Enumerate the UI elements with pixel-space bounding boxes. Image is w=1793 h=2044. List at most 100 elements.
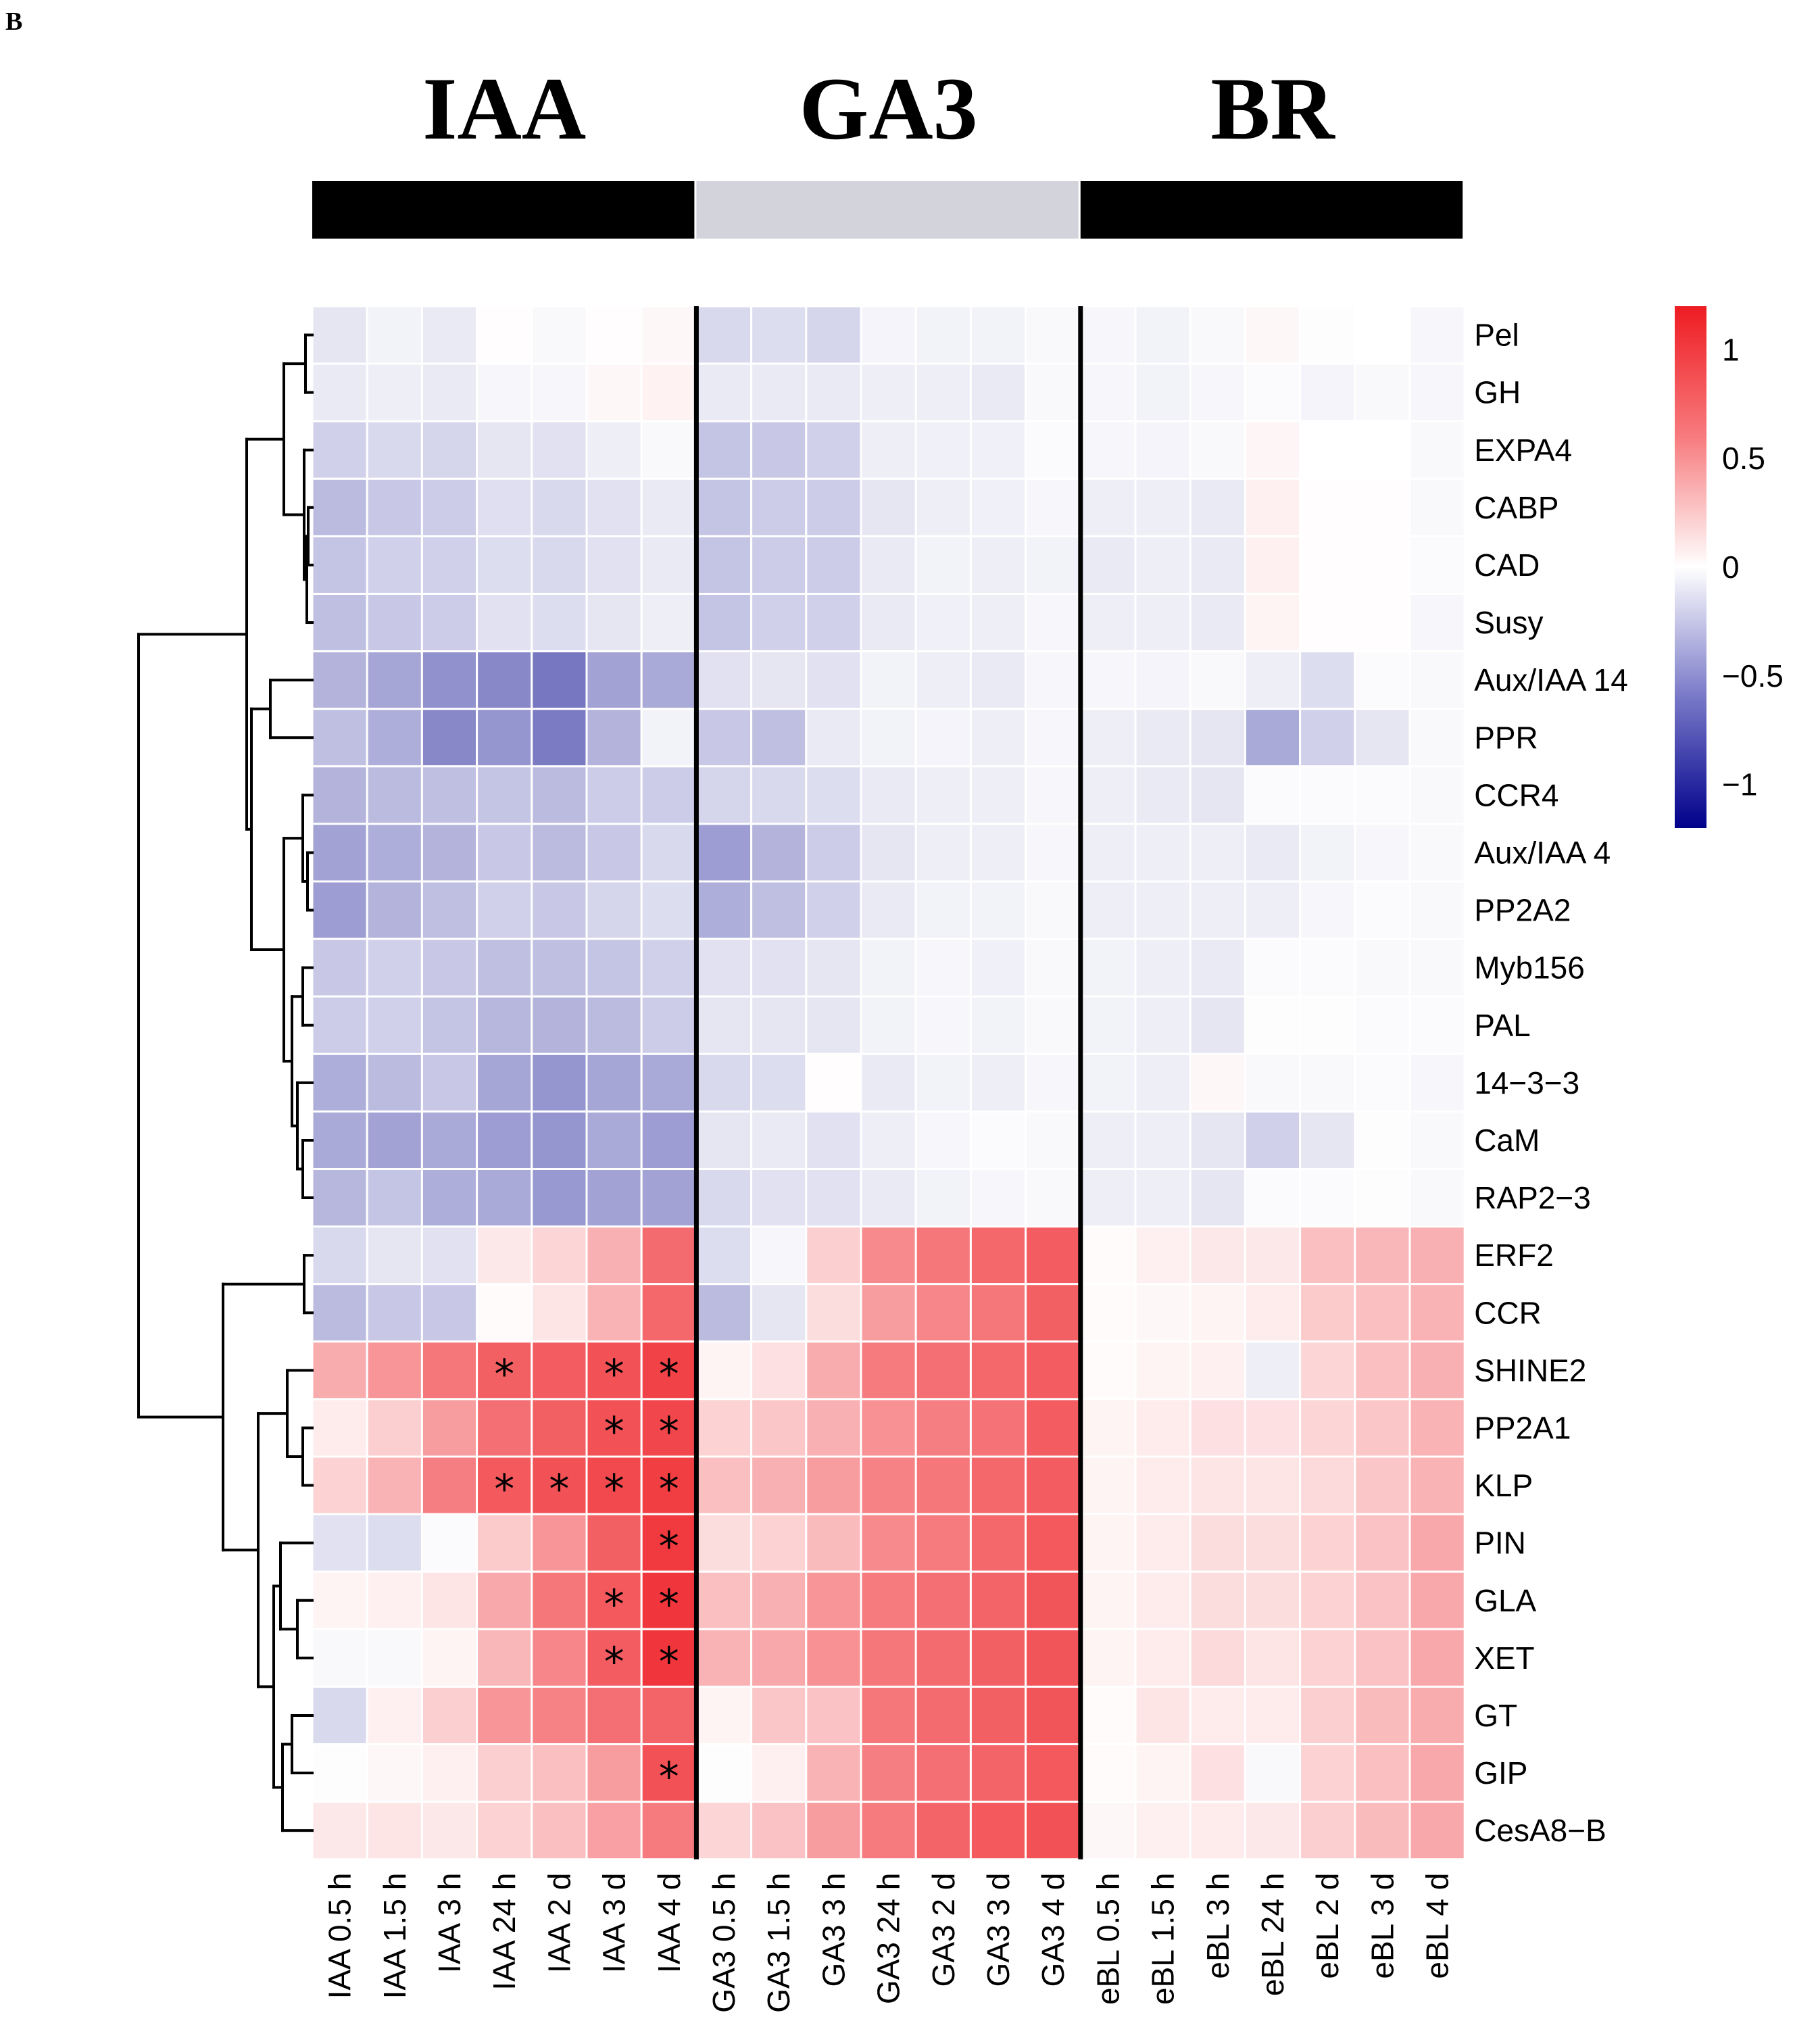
row-label: PPR	[1474, 720, 1538, 755]
heatmap-cell	[1299, 708, 1356, 768]
heatmap-cell	[1244, 1225, 1302, 1286]
heatmap-cell	[969, 477, 1027, 537]
heatmap-cell	[750, 305, 808, 365]
heatmap-cell	[805, 593, 862, 653]
heatmap-cell	[640, 1513, 697, 1573]
heatmap-cell	[585, 535, 643, 595]
heatmap-cell	[1134, 708, 1192, 768]
column-label: GA3 2 d	[926, 1873, 961, 1987]
heatmap-cell	[476, 995, 533, 1055]
heatmap-cell	[640, 362, 697, 422]
heatmap-cell	[366, 1168, 423, 1228]
heatmap-cell	[914, 1340, 972, 1401]
heatmap-cell	[969, 650, 1027, 710]
heatmap-cell	[311, 650, 368, 710]
heatmap-cell	[805, 938, 862, 998]
heatmap-cell	[750, 708, 808, 768]
heatmap-cell	[1189, 1168, 1246, 1228]
column-label: IAA 24 h	[487, 1873, 522, 1991]
column-label: IAA 2 d	[541, 1873, 576, 1973]
heatmap-cell	[476, 708, 533, 768]
heatmap-cell	[531, 1168, 588, 1228]
heatmap-cell	[1079, 823, 1137, 883]
heatmap-cell	[914, 823, 972, 883]
heatmap-cell	[695, 1513, 753, 1573]
heatmap-cell	[1134, 1340, 1192, 1401]
heatmap-cell	[695, 535, 753, 595]
heatmap-cell	[1354, 1110, 1411, 1171]
heatmap-cell	[1244, 1685, 1302, 1745]
heatmap-cell	[969, 1455, 1027, 1515]
heatmap-cell	[311, 1168, 368, 1228]
heatmap-cell	[860, 880, 917, 940]
heatmap-cell	[1299, 593, 1356, 653]
heatmap-cell	[1189, 1513, 1246, 1573]
heatmap-cell	[640, 708, 697, 768]
heatmap-cell	[1134, 823, 1192, 883]
heatmap-cell	[1134, 1743, 1192, 1803]
heatmap-cell	[420, 1628, 478, 1688]
heatmap-cell	[585, 1685, 643, 1745]
heatmap-cell	[805, 1513, 862, 1573]
column-label: GA3 0.5 h	[706, 1873, 741, 2013]
heatmap-cell	[311, 1455, 368, 1515]
row-label: 14−3−3	[1474, 1065, 1579, 1100]
heatmap-cell	[860, 1398, 917, 1458]
heatmap-cell	[750, 1628, 808, 1688]
heatmap-cell	[695, 593, 753, 653]
heatmap-cell	[805, 1628, 862, 1688]
heatmap-cell	[1408, 1398, 1466, 1458]
heatmap-cell	[1354, 995, 1411, 1055]
heatmap-cell	[1244, 1052, 1302, 1113]
heatmap-cell	[860, 708, 917, 768]
heatmap-cell	[640, 650, 697, 710]
heatmap-cell	[420, 765, 478, 825]
heatmap-cell	[969, 1743, 1027, 1803]
heatmap-cell	[1244, 535, 1302, 595]
heatmap-cell	[1134, 765, 1192, 825]
row-label: CaM	[1474, 1123, 1540, 1158]
heatmap-cell	[1079, 708, 1137, 768]
heatmap-cell	[366, 995, 423, 1055]
row-label: GLA	[1474, 1583, 1536, 1618]
row-labels: Pel GH EXPA4 CABP CAD Susy Aux/IAA 14 PPR CCR4 Au…	[1474, 318, 1628, 1849]
heatmap-cell	[1079, 1110, 1137, 1171]
heatmap-cell	[969, 765, 1027, 825]
group-label-br: BR	[1210, 59, 1335, 158]
heatmap-cell	[805, 880, 862, 940]
heatmap-cell	[750, 362, 808, 422]
heatmap-cell	[585, 1743, 643, 1803]
color-legend-tick: 0	[1722, 550, 1740, 585]
heatmap-cell	[1134, 1168, 1192, 1228]
heatmap-cell	[1354, 1455, 1411, 1515]
heatmap-cell	[1079, 1743, 1137, 1803]
heatmap-cell	[366, 1801, 423, 1861]
color-legend-tick: −0.5	[1722, 658, 1784, 694]
heatmap-cell	[1134, 880, 1192, 940]
row-label: CCR	[1474, 1295, 1542, 1330]
heatmap-cell	[366, 305, 423, 365]
heatmap-cell	[969, 995, 1027, 1055]
heatmap-cell	[640, 1283, 697, 1343]
heatmap-cell	[531, 1513, 588, 1573]
heatmap-cell	[640, 593, 697, 653]
heatmap-cell	[1189, 1628, 1246, 1688]
row-label: GIP	[1474, 1755, 1527, 1791]
heatmap-cell	[914, 650, 972, 710]
heatmap-cell	[366, 938, 423, 998]
heatmap-cell	[420, 535, 478, 595]
heatmap-cell	[1244, 823, 1302, 883]
heatmap-cell	[1408, 1225, 1466, 1286]
heatmap-cell	[695, 1455, 753, 1515]
heatmap-cell	[750, 765, 808, 825]
heatmap-cell	[311, 1340, 368, 1401]
heatmap-cell	[695, 1398, 753, 1458]
heatmap-cell	[1354, 1052, 1411, 1113]
heatmap-cell	[476, 477, 533, 537]
heatmap-cell	[805, 1340, 862, 1401]
heatmap-cell	[1079, 1801, 1137, 1861]
heatmap-cell	[1244, 362, 1302, 422]
heatmap-cell	[1025, 1628, 1082, 1688]
row-label: CABP	[1474, 490, 1558, 525]
heatmap-cell	[1408, 1340, 1466, 1401]
